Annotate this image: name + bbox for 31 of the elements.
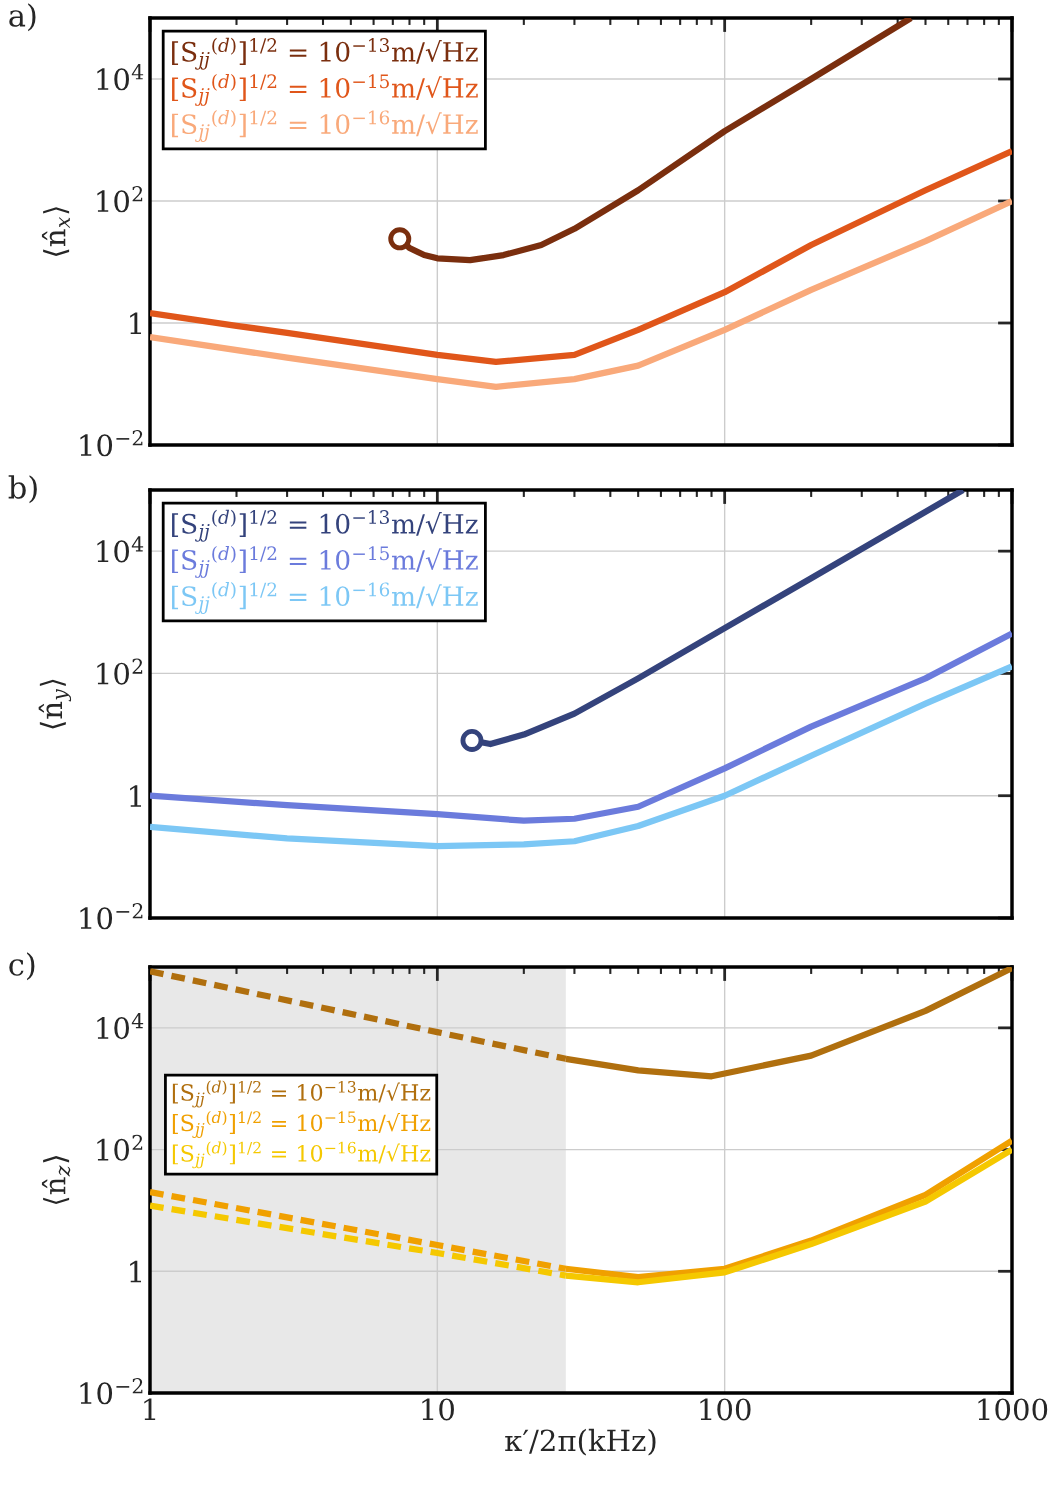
chart-title: a) xyxy=(9,3,36,32)
x-tick-label: 1000 xyxy=(978,1398,1048,1421)
chart-title: c) xyxy=(9,952,35,981)
text: [S$_{jj}$$^{(d)}$]$^{1/2}$ = 10$^{−13}$m/√Hz xyxy=(172,1080,431,1108)
text: [S$_{jj}$$^{(d)}$]$^{1/2}$ = 10$^{−15}$m/√Hz xyxy=(172,1111,431,1138)
y-tick-label: 10$^{−2}$ xyxy=(80,903,143,930)
text: [S$_{jj}$$^{(d)}$]$^{1/2}$ = 10$^{−15}$m/√Hz xyxy=(172,545,478,578)
y-tick-label: 10$^{−2}$ xyxy=(80,430,143,457)
y-tick-label: 10$^{2}$ xyxy=(97,1134,143,1161)
y-tick-label: 10$^{4}$ xyxy=(97,64,144,91)
text: [S$_{jj}$$^{(d)}$]$^{1/2}$ = 10$^{−13}$m/√Hz xyxy=(172,509,478,542)
y-axis-title: ⟨n̂$_{z}$⟩ xyxy=(41,1155,71,1205)
y-tick-label: 10$^{4}$ xyxy=(97,1012,144,1040)
y-tick-label: 1 xyxy=(130,785,141,807)
text: [S$_{jj}$$^{(d)}$]$^{1/2}$ = 10$^{−13}$m/√Hz xyxy=(172,37,478,70)
x-tick-label: 100 xyxy=(700,1398,751,1421)
x-tick-label: 10 xyxy=(422,1398,454,1421)
text: [S$_{jj}$$^{(d)}$]$^{1/2}$ = 10$^{−16}$m/√Hz xyxy=(172,110,478,142)
chart-title: b) xyxy=(8,475,37,504)
y-tick-label: 10$^{4}$ xyxy=(97,536,144,563)
y-axis-title: ⟨n̂$_{y}$⟩ xyxy=(38,679,72,729)
text: [S$_{jj}$$^{(d)}$]$^{1/2}$ = 10$^{−16}$m/√Hz xyxy=(172,1141,431,1169)
y-tick-label: 10$^{−2}$ xyxy=(80,1378,143,1405)
text: [S$_{jj}$$^{(d)}$]$^{1/2}$ = 10$^{−16}$m/√Hz xyxy=(172,582,478,614)
y-tick-label: 10$^{2}$ xyxy=(97,186,143,213)
y-tick-label: 10$^{2}$ xyxy=(97,658,143,685)
text: [S$_{jj}$$^{(d)}$]$^{1/2}$ = 10$^{−15}$m/√Hz xyxy=(172,73,478,106)
x-axis-title: κ′/2π(kHz) xyxy=(505,1428,656,1456)
y-tick-label: 1 xyxy=(130,312,141,335)
y-axis-title: ⟨n̂$_{x}$⟩ xyxy=(41,207,70,257)
y-tick-label: 1 xyxy=(130,1260,141,1283)
